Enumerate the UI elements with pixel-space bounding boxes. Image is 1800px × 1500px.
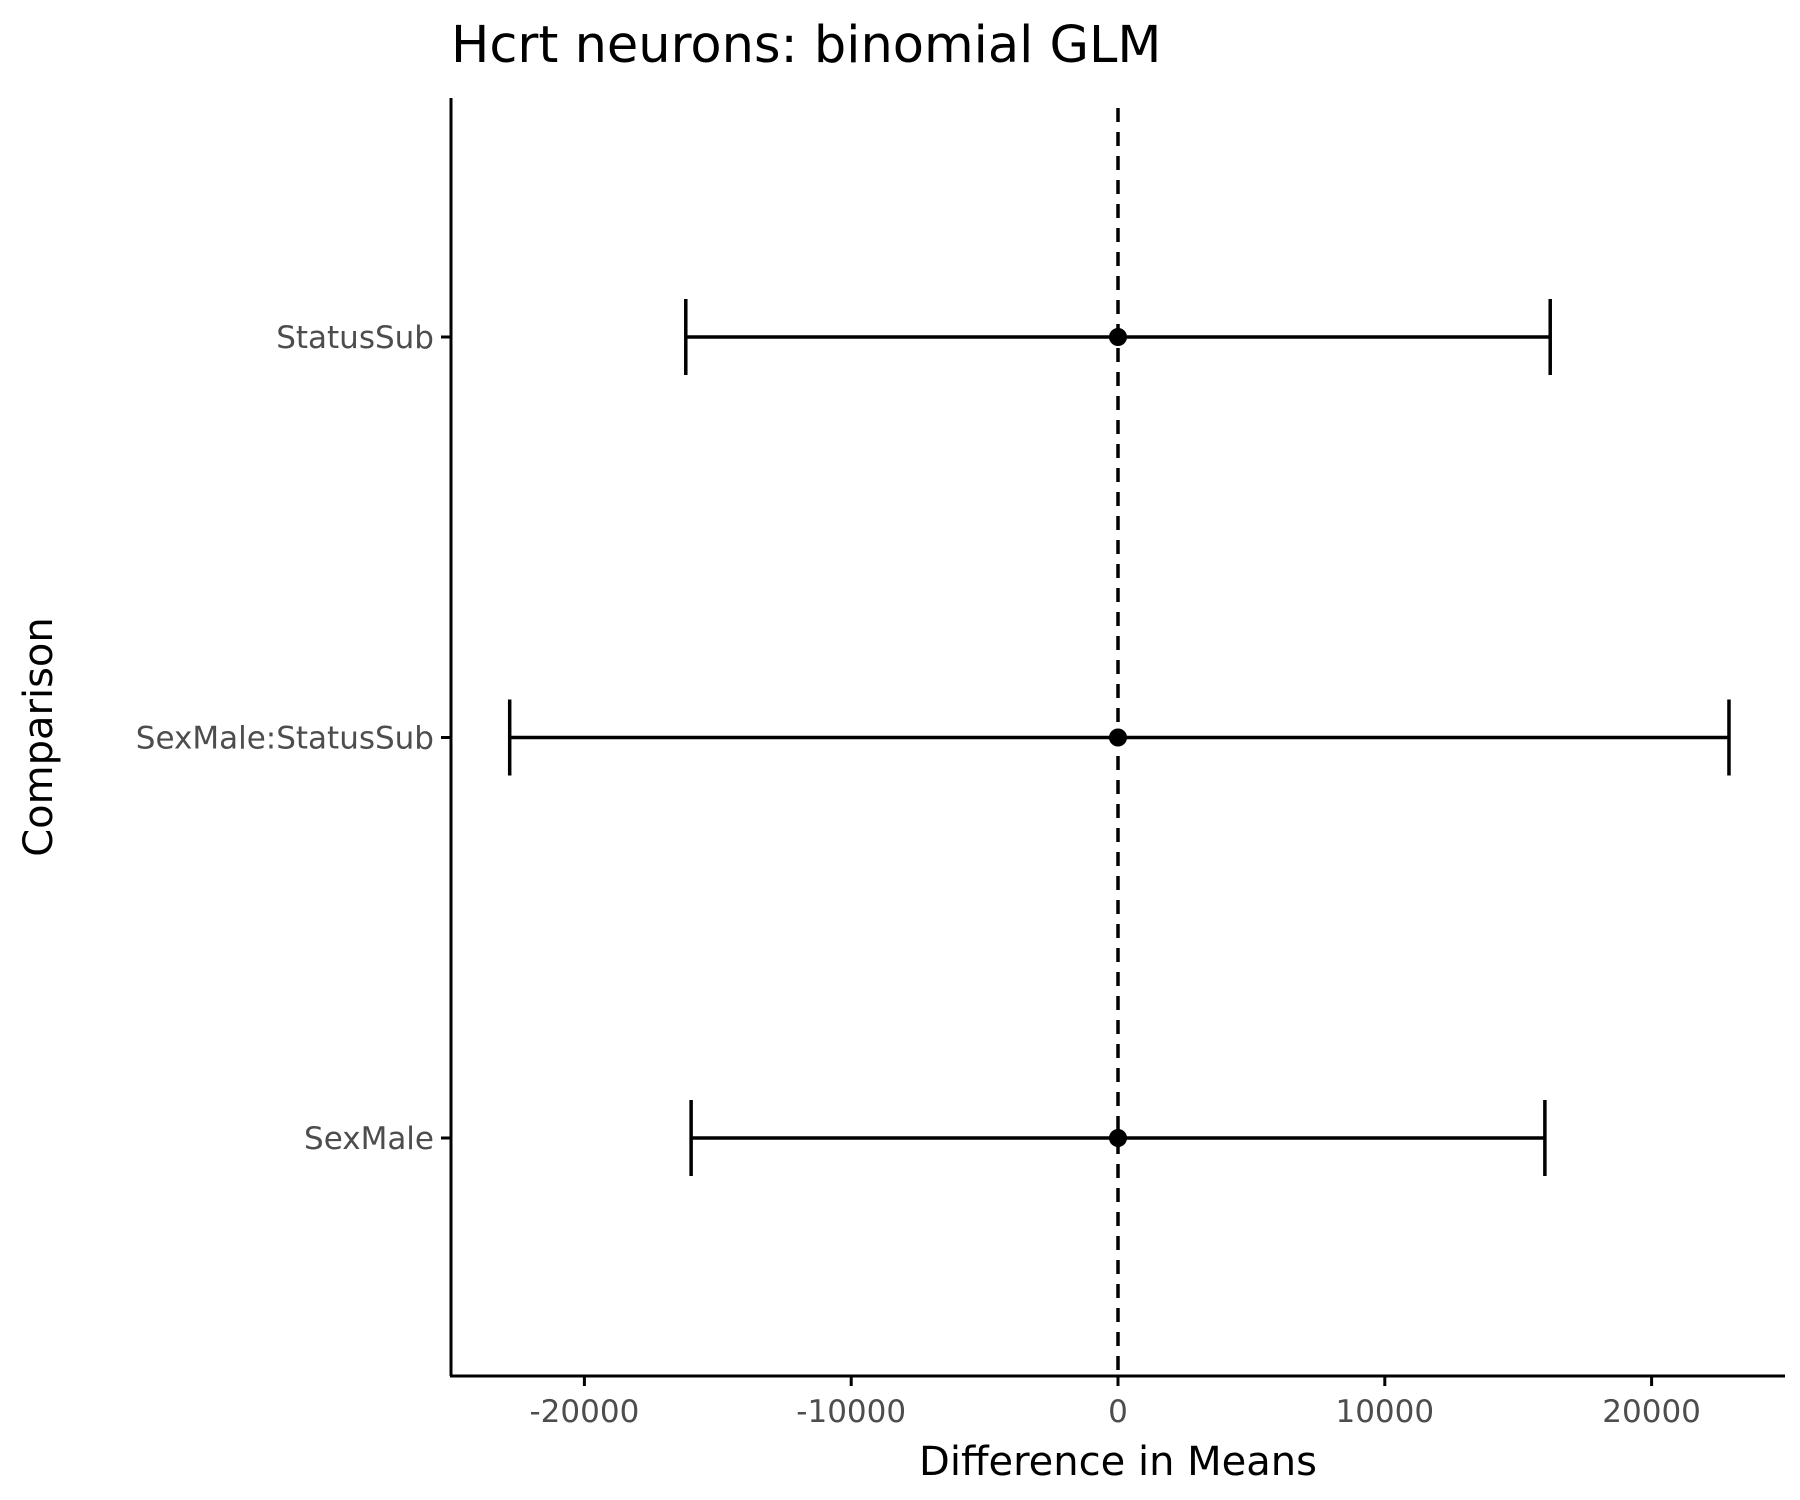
x-axis-title: Difference in Means <box>919 1439 1317 1485</box>
x-tick-label: 10000 <box>1335 1394 1434 1430</box>
estimate-point <box>1109 728 1127 747</box>
x-tick-label: 20000 <box>1602 1394 1701 1430</box>
y-axis-ticks: StatusSub SexMale:StatusSub SexMale <box>136 320 451 1157</box>
x-tick-label: -10000 <box>796 1394 906 1430</box>
chart-title: Hcrt neurons: binomial GLM <box>451 16 1161 75</box>
x-tick-label: 0 <box>1108 1394 1128 1430</box>
y-tick-label: SexMale <box>304 1121 434 1157</box>
x-axis-ticks: -20000 -10000 0 10000 20000 <box>529 1376 1701 1430</box>
x-tick-label: -20000 <box>529 1394 639 1430</box>
estimate-point <box>1109 328 1127 346</box>
plot-area <box>507 108 1731 1376</box>
y-axis-title: Comparison <box>16 617 62 857</box>
y-tick-label: SexMale:StatusSub <box>136 721 434 757</box>
estimate-point <box>1109 1129 1127 1147</box>
y-tick-label: StatusSub <box>276 320 434 356</box>
